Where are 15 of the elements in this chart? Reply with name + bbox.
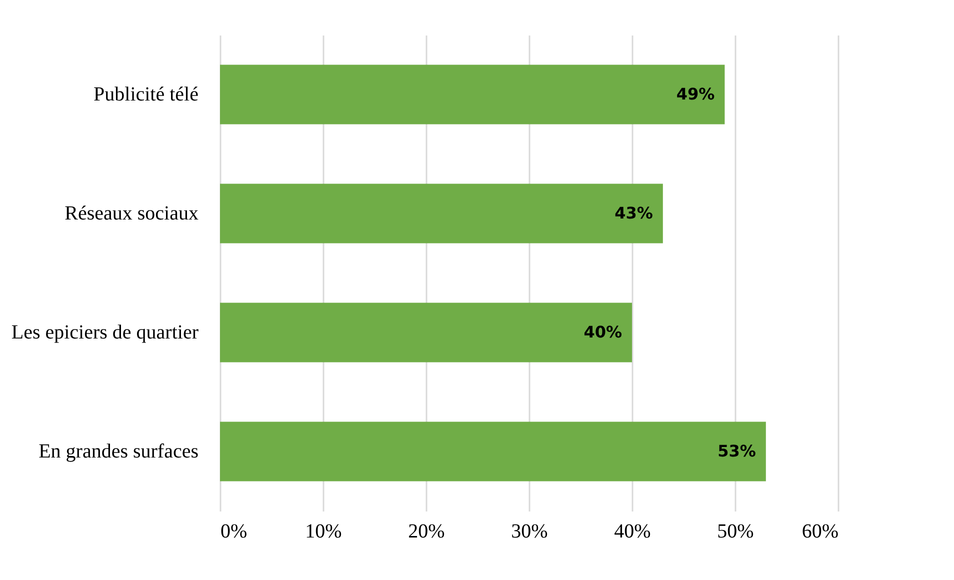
x-tick-label: 60% (802, 520, 838, 542)
y-tick-label: Les epiciers de quartier (11, 322, 199, 344)
data-label: 43% (614, 204, 653, 222)
x-tick-label: 40% (614, 520, 651, 542)
data-label: 53% (718, 442, 756, 460)
data-label: 40% (584, 322, 622, 342)
x-tick-label: 10% (305, 520, 342, 542)
y-tick-label: Publicité télé (94, 84, 199, 106)
x-tick-label: 50% (717, 520, 754, 542)
y-tick-label: Réseaux sociaux (64, 202, 198, 224)
y-tick-label: En grandes surfaces (38, 440, 199, 462)
x-tick-label: 30% (511, 520, 548, 542)
x-tick-label: 20% (408, 520, 445, 542)
data-label: 49% (676, 84, 715, 104)
x-tick-label: 0% (220, 520, 248, 542)
